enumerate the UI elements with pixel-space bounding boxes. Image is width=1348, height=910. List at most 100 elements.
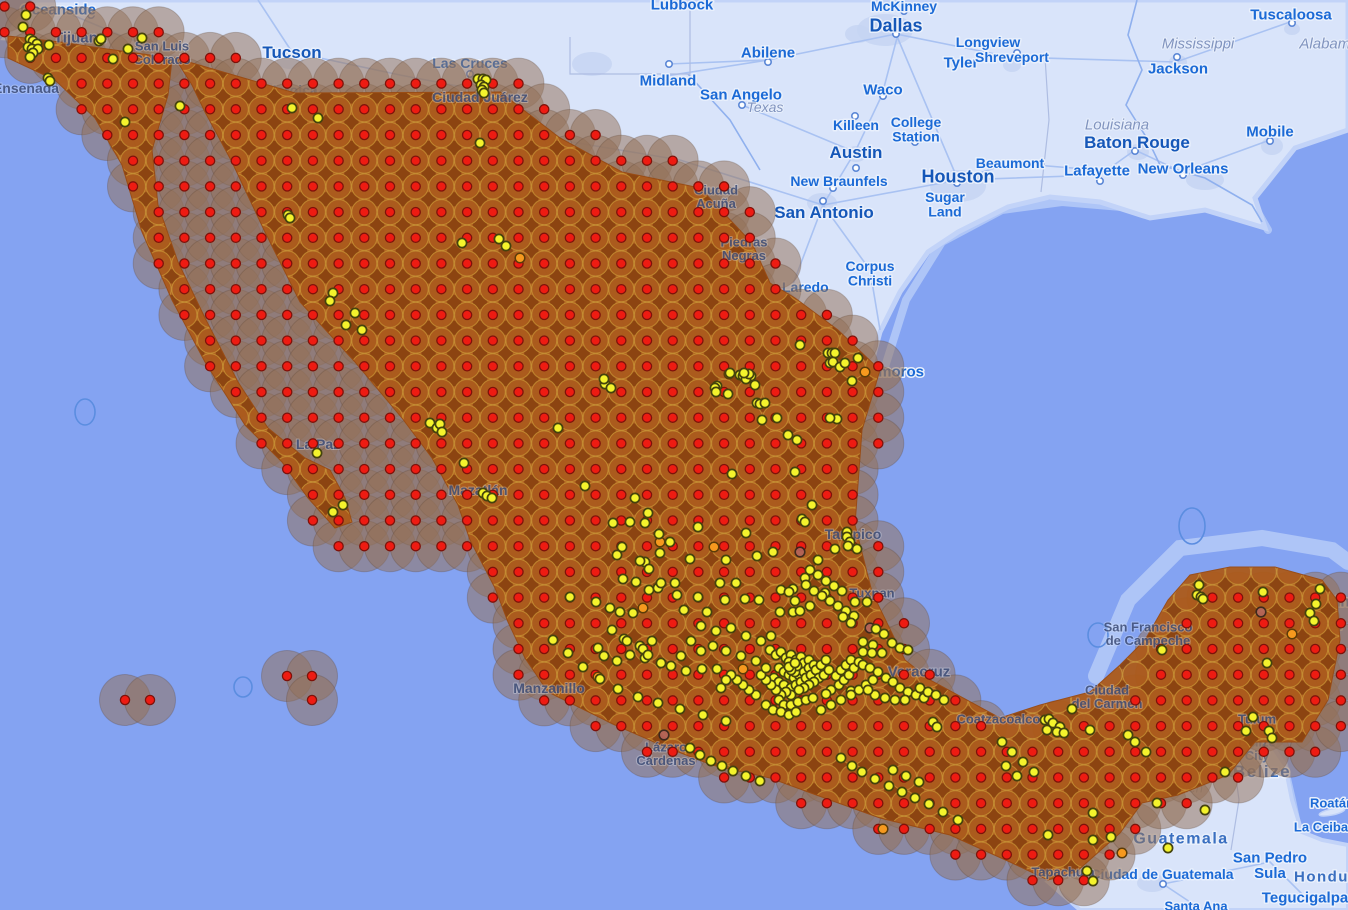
yellow-result-dot[interactable] <box>653 528 665 540</box>
yellow-result-dot[interactable] <box>783 586 795 598</box>
grid-point-dot[interactable] <box>1181 746 1192 758</box>
grid-point-dot[interactable] <box>384 540 396 552</box>
grid-point-dot[interactable] <box>1309 746 1321 758</box>
grid-point-dot[interactable] <box>204 232 216 244</box>
grid-point-dot[interactable] <box>641 361 653 372</box>
grid-point-dot[interactable] <box>821 309 833 321</box>
grid-point-dot[interactable] <box>847 438 858 449</box>
grid-point-dot[interactable] <box>76 52 87 64</box>
yellow-result-dot[interactable] <box>694 749 706 761</box>
grid-point-dot[interactable] <box>461 206 473 218</box>
yellow-result-dot[interactable] <box>1087 875 1099 887</box>
grid-point-dot[interactable] <box>307 232 319 244</box>
yellow-result-dot[interactable] <box>458 457 470 469</box>
grid-point-dot[interactable] <box>281 258 293 269</box>
grid-point-dot[interactable] <box>153 206 164 218</box>
yellow-result-dot[interactable] <box>836 585 848 597</box>
grid-point-dot[interactable] <box>564 386 576 398</box>
grid-point-dot[interactable] <box>718 309 730 321</box>
grid-point-dot[interactable] <box>230 155 242 166</box>
grid-point-dot[interactable] <box>847 515 858 526</box>
yellow-result-dot[interactable] <box>1000 760 1012 772</box>
grid-point-dot[interactable] <box>333 104 344 115</box>
yellow-result-dot[interactable] <box>655 657 667 669</box>
grid-point-dot[interactable] <box>590 181 601 192</box>
yellow-result-dot[interactable] <box>337 499 349 511</box>
yellow-result-dot[interactable] <box>639 517 651 529</box>
yellow-result-dot[interactable] <box>436 426 448 438</box>
grid-point-dot[interactable] <box>770 566 781 578</box>
grid-point-dot[interactable] <box>384 515 396 526</box>
grid-point-dot[interactable] <box>693 309 704 321</box>
grid-point-dot[interactable] <box>487 438 499 449</box>
yellow-result-dot[interactable] <box>851 543 863 555</box>
grid-point-dot[interactable] <box>1155 746 1167 758</box>
grid-point-dot[interactable] <box>744 515 756 526</box>
grid-point-dot[interactable] <box>513 181 524 192</box>
yellow-result-dot[interactable] <box>866 647 878 659</box>
grid-point-dot[interactable] <box>1104 746 1115 758</box>
grid-point-dot[interactable] <box>821 438 833 449</box>
grid-point-dot[interactable] <box>1052 772 1064 783</box>
grid-point-dot[interactable] <box>230 258 242 269</box>
yellow-result-dot[interactable] <box>1257 586 1269 598</box>
yellow-result-dot[interactable] <box>1042 829 1054 841</box>
grid-point-dot[interactable] <box>538 335 550 346</box>
grid-point-dot[interactable] <box>487 540 499 552</box>
grid-point-dot[interactable] <box>1232 669 1244 680</box>
grid-point-dot[interactable] <box>795 772 807 783</box>
grid-point-dot[interactable] <box>1052 797 1064 809</box>
grid-point-dot[interactable] <box>616 669 627 680</box>
yellow-result-dot[interactable] <box>680 665 692 677</box>
grid-point-dot[interactable] <box>1130 695 1141 706</box>
grid-point-dot[interactable] <box>384 129 396 141</box>
yellow-result-dot[interactable] <box>829 543 841 555</box>
grid-point-dot[interactable] <box>821 489 833 501</box>
yellow-result-dot[interactable] <box>846 375 858 387</box>
yellow-result-dot[interactable] <box>1028 766 1040 778</box>
yellow-result-dot[interactable] <box>669 577 681 589</box>
yellow-result-dot[interactable] <box>607 517 619 529</box>
grid-point-dot[interactable] <box>230 181 242 192</box>
yellow-result-dot[interactable] <box>756 414 768 426</box>
grid-point-dot[interactable] <box>306 694 318 706</box>
yellow-result-dot[interactable] <box>869 773 881 785</box>
grid-point-dot[interactable] <box>821 386 833 398</box>
grid-point-dot[interactable] <box>744 540 756 552</box>
grid-point-dot[interactable] <box>513 155 524 166</box>
grid-point-dot[interactable] <box>873 797 884 809</box>
grid-point-dot[interactable] <box>1232 746 1244 758</box>
grid-point-dot[interactable] <box>410 361 421 372</box>
grid-point-dot[interactable] <box>770 438 781 449</box>
grid-point-dot[interactable] <box>436 489 447 501</box>
grid-point-dot[interactable] <box>359 309 370 321</box>
grid-point-dot[interactable] <box>538 540 550 552</box>
grid-point-dot[interactable] <box>795 618 807 629</box>
grid-point-dot[interactable] <box>538 669 550 680</box>
grid-point-dot[interactable] <box>179 258 190 269</box>
yellow-result-dot[interactable] <box>642 649 654 661</box>
grid-point-dot[interactable] <box>590 412 601 423</box>
grid-point-dot[interactable] <box>127 104 139 115</box>
grid-point-dot[interactable] <box>1258 618 1270 629</box>
grid-point-dot[interactable] <box>306 670 318 682</box>
yellow-result-dot[interactable] <box>562 647 574 659</box>
grid-point-dot[interactable] <box>127 52 139 64</box>
grid-point-dot[interactable] <box>1155 669 1167 680</box>
yellow-result-dot[interactable] <box>807 692 819 704</box>
grid-point-dot[interactable] <box>950 849 961 860</box>
grid-point-dot[interactable] <box>821 797 833 809</box>
grid-point-dot[interactable] <box>461 335 473 346</box>
grid-point-dot[interactable] <box>281 412 293 423</box>
grid-point-dot[interactable] <box>307 438 319 449</box>
yellow-result-dot[interactable] <box>938 694 950 706</box>
grid-point-dot[interactable] <box>307 155 319 166</box>
yellow-result-dot[interactable] <box>952 814 964 826</box>
grid-point-dot[interactable] <box>1027 746 1038 758</box>
grid-point-dot[interactable] <box>1309 720 1321 732</box>
yellow-result-dot[interactable] <box>883 780 895 792</box>
grid-point-dot[interactable] <box>1309 695 1321 706</box>
grid-point-dot[interactable] <box>873 592 884 603</box>
grid-point-dot[interactable] <box>1181 618 1192 629</box>
